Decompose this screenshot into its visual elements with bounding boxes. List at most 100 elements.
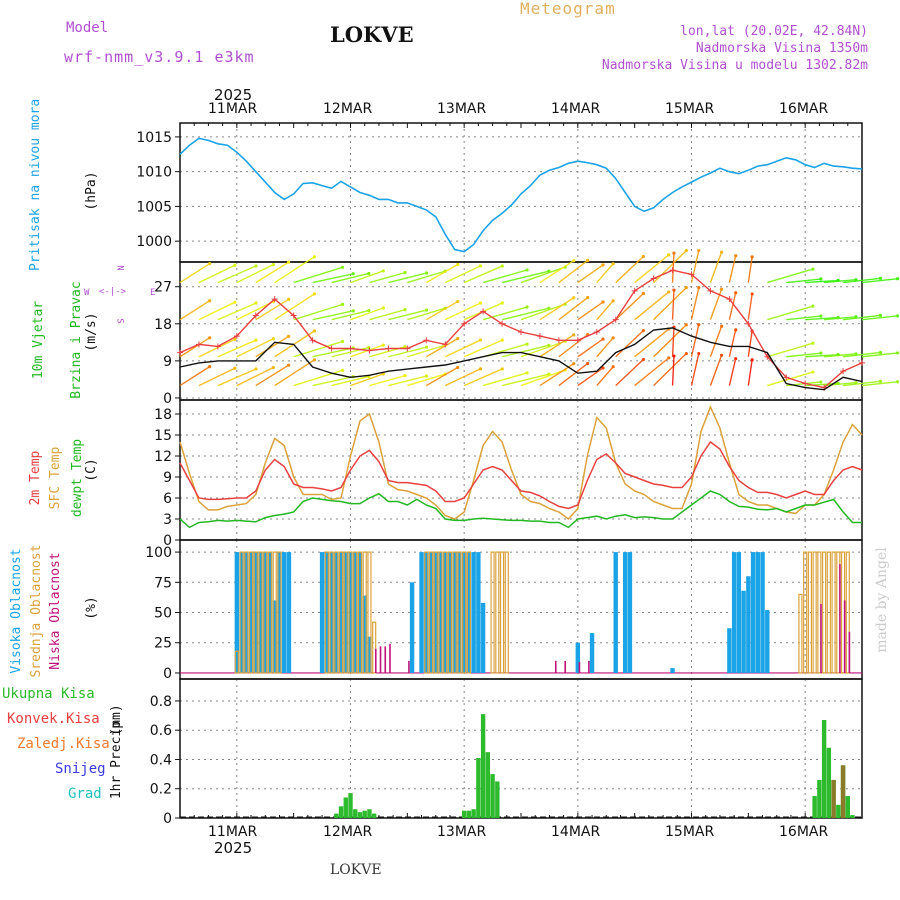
wind-barb-head	[667, 290, 671, 294]
wind-barb-head	[684, 323, 688, 327]
wind-barb-head	[500, 338, 504, 342]
wind-barb-head	[478, 301, 483, 305]
wind-barb-head	[424, 345, 429, 349]
wind-barb-head	[233, 263, 237, 267]
high-cloud-bar	[443, 552, 448, 673]
total-precip-bar	[367, 809, 372, 818]
clouds-ytick-label: 50	[154, 606, 172, 622]
wind-barb	[728, 255, 737, 283]
mid-cloud-bar	[495, 551, 500, 674]
wind-barb-head	[684, 351, 688, 356]
mid-cloud-bar	[452, 551, 457, 674]
wind-barb-head	[895, 351, 900, 355]
high-cloud-bar	[428, 552, 434, 673]
temperature-ytick-label: 18	[154, 407, 172, 423]
mid-cloud-bar	[244, 551, 249, 674]
high-cloud-bar	[343, 552, 348, 673]
total-precip-bar	[845, 796, 850, 818]
wind-barb	[425, 300, 459, 321]
wind-barb	[767, 305, 814, 321]
temp-2m-line	[179, 440, 863, 510]
low-cloud-bar	[588, 660, 590, 673]
wind-barb	[747, 359, 753, 386]
wind-barb	[596, 300, 614, 321]
wind-barb	[671, 253, 675, 283]
wind-barb	[709, 326, 723, 357]
wind-barb-head	[895, 314, 900, 318]
wind-gust-marker	[233, 333, 240, 340]
high-cloud-bar	[353, 552, 358, 673]
wind-barb	[596, 263, 614, 284]
mid-cloud-bar	[272, 551, 277, 674]
wind-gust-marker	[688, 271, 695, 278]
wind-barb	[653, 287, 687, 321]
low-cloud-bar	[564, 660, 567, 673]
wind-barb	[407, 344, 446, 358]
high-cloud-bar	[736, 552, 742, 673]
wind-barb	[444, 339, 481, 358]
wind-barb	[198, 367, 236, 387]
wind-barb	[577, 264, 604, 284]
wind-barb-head	[601, 337, 605, 341]
pressure-ytick-label: 1015	[136, 130, 172, 146]
wind-barb-head	[381, 306, 385, 310]
wind-gust-marker	[328, 345, 335, 352]
clouds-ytick-label: 0	[163, 666, 172, 682]
precip-panel-frame	[179, 678, 863, 819]
high-cloud-bar	[480, 602, 486, 673]
mid-cloud-bar	[353, 551, 358, 674]
wind-barb-head	[811, 304, 815, 308]
snow-precip-bar	[840, 765, 846, 818]
wind-gust-marker	[518, 329, 524, 336]
wind-barb-head	[208, 336, 212, 340]
top-day-16: 16MAR	[779, 101, 829, 117]
wind-barb	[671, 356, 675, 386]
mid-cloud-bar	[372, 621, 377, 674]
low-cloud-bar	[848, 631, 851, 673]
high-cloud-bar	[447, 552, 453, 673]
wind-barb-head	[672, 251, 676, 255]
wind-gust-marker	[593, 329, 600, 336]
total-precip-bar	[490, 774, 495, 818]
high-cloud-bar	[324, 552, 330, 673]
low-cloud-bar	[843, 600, 846, 673]
wind-barb	[747, 293, 753, 320]
mid-cloud-bar	[253, 551, 258, 674]
wind-barb	[539, 260, 575, 284]
wind-barb-head	[572, 333, 576, 337]
wind-barb	[425, 263, 459, 284]
wind-barb	[369, 309, 406, 321]
mid-cloud-bar	[433, 551, 438, 674]
wind-barb-head	[601, 263, 605, 267]
wind-barb-head	[611, 262, 615, 266]
wind-barb-head	[811, 341, 815, 345]
total-precip-bar	[471, 809, 476, 818]
wind-barb-head	[525, 305, 529, 309]
wind-gust-marker	[707, 287, 714, 294]
wind-barb	[805, 353, 839, 358]
wind-barb-head	[697, 323, 701, 327]
high-cloud-bar	[627, 552, 633, 673]
wind-barb-head	[525, 371, 529, 375]
high-cloud-bar	[731, 552, 737, 673]
wind-barb-head	[312, 292, 317, 296]
wind-barb	[634, 254, 670, 284]
wind-gust-marker	[802, 380, 809, 387]
mid-cloud-bar	[348, 551, 353, 674]
wind-barb-head	[208, 365, 212, 369]
mid-cloud-bar	[334, 551, 339, 674]
total-precip-bar	[826, 747, 832, 818]
wind-barb	[501, 307, 549, 321]
wind-barb	[861, 352, 898, 358]
bottom-day-16: 16MAR	[779, 824, 829, 840]
wind-barb	[615, 255, 644, 284]
wind-barb	[767, 342, 814, 358]
high-cloud-bar	[281, 552, 287, 673]
wind-barb	[255, 335, 289, 358]
wind-gust-line	[179, 269, 863, 389]
mid-cloud-bar	[329, 551, 334, 674]
high-cloud-bar	[362, 595, 367, 673]
total-precip-bar	[343, 797, 348, 818]
wind-barb	[388, 272, 427, 284]
mid-cloud-bar	[357, 551, 363, 674]
